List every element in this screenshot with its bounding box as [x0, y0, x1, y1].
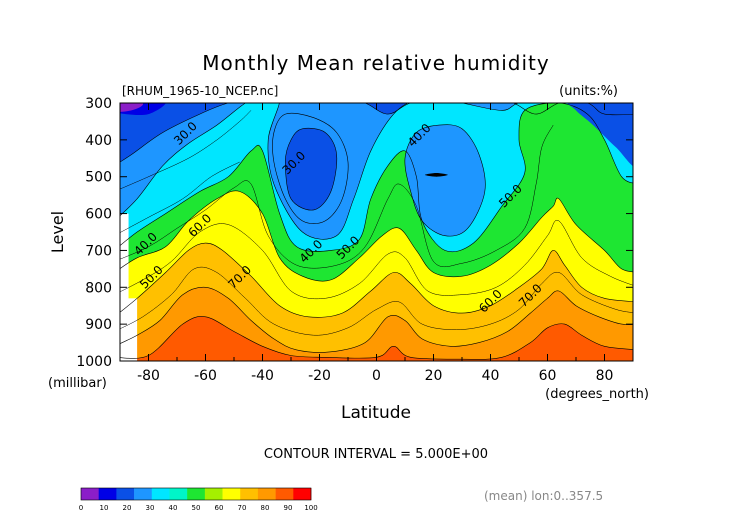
- y-tick-label-1: 400: [85, 133, 112, 149]
- colorbar-swatch-3: [134, 488, 153, 500]
- y-axis-units: (millibar): [48, 376, 107, 391]
- colorbar-tick-7: 70: [238, 504, 247, 512]
- dry-core-2: [404, 124, 486, 237]
- y-tick-label-7: 1000: [76, 354, 112, 370]
- source-file-label: [RHUM_1965-10_NCEP.nc]: [122, 84, 278, 98]
- units-label: (units:%): [559, 84, 618, 99]
- contour-fills: [120, 103, 633, 361]
- x-tick-label-0: -80: [137, 368, 160, 384]
- core-line-2: [284, 127, 338, 211]
- x-tick-label-8: 80: [596, 368, 614, 384]
- y-tick-label-4: 700: [85, 243, 112, 259]
- contour-midline-3: [120, 219, 633, 300]
- colorbar-swatch-5: [169, 488, 188, 500]
- colorbar-swatch-2: [116, 488, 135, 500]
- colorbar-tick-1: 10: [100, 504, 109, 512]
- x-tick-label-3: -20: [308, 368, 331, 384]
- contour-line-3: [120, 190, 633, 282]
- y-axis-label: Level: [48, 211, 67, 253]
- y-tick-label-5: 800: [85, 280, 112, 296]
- colorbar-tick-4: 40: [169, 504, 178, 512]
- dry-core-inner: [285, 128, 337, 211]
- colorbar-tick-9: 90: [284, 504, 293, 512]
- x-tick-label-2: -40: [251, 368, 274, 384]
- y-tick-label-6: 900: [85, 317, 112, 333]
- colorbar: 0 10 20 30 40 50 60 70 80 90 100: [79, 487, 318, 512]
- contour-midline-1: [120, 161, 240, 233]
- missing-data-strip-2: [125, 298, 138, 361]
- colorbar-swatch-10: [257, 488, 276, 500]
- y-tick-label-2: 500: [85, 170, 112, 186]
- core-line-0: [272, 112, 349, 224]
- x-tick-label-7: 60: [539, 368, 557, 384]
- y-tick-label-0: 300: [85, 96, 112, 112]
- y-tick-label-3: 600: [85, 207, 112, 223]
- colorbar-swatch-1: [98, 488, 117, 500]
- core-line-1: [404, 124, 486, 237]
- footnote: (mean) lon:0..357.5: [484, 489, 603, 503]
- contour-midline-0: [120, 110, 252, 190]
- contour-lines: [120, 103, 633, 360]
- contour-line-1: [120, 103, 633, 240]
- contour-line-5: [120, 286, 633, 353]
- x-axis-label: Latitude: [341, 403, 411, 423]
- x-tick-label-1: -60: [194, 368, 217, 384]
- fill-min: [120, 103, 144, 112]
- colorbar-swatch-11: [275, 488, 294, 500]
- fill-right-dry: [566, 103, 633, 166]
- contour-line-4: [120, 242, 633, 318]
- chart-title: Monthly Mean relative humidity: [202, 51, 549, 75]
- x-tick-label-5: 20: [425, 368, 443, 384]
- x-tick-label-4: 0: [372, 368, 381, 384]
- colorbar-swatch-9: [240, 488, 259, 500]
- colorbar-swatch-8: [222, 488, 241, 500]
- colorbar-swatch-7: [204, 488, 223, 500]
- colorbar-swatch-0: [81, 488, 99, 500]
- colorbar-tick-6: 60: [215, 504, 224, 512]
- x-axis-units: (degrees_north): [545, 387, 649, 402]
- colorbar-tick-8: 80: [261, 504, 270, 512]
- contour-interval-text: CONTOUR INTERVAL = 5.000E+00: [264, 447, 488, 462]
- fill-gt-90: [120, 316, 633, 361]
- colorbar-swatch-6: [187, 488, 206, 500]
- x-axis: -80 -60 -40 -20 0 20 40 60 80: [119, 103, 634, 384]
- contour-midline-4: [120, 266, 633, 336]
- colorbar-tick-2: 20: [123, 504, 132, 512]
- colorbar-tick-0: 0: [79, 504, 83, 512]
- colorbar-swatch-4: [151, 488, 170, 500]
- small-core: [424, 173, 448, 177]
- colorbar-tick-10: 100: [304, 504, 317, 512]
- contour-line-6: [120, 316, 633, 360]
- colorbar-swatch-12: [293, 488, 312, 500]
- colorbar-tick-3: 30: [146, 504, 155, 512]
- contour-midline-2: [120, 124, 554, 269]
- colorbar-tick-5: 50: [192, 504, 201, 512]
- y-axis: 300 400 500 600 700 800 900 1000: [76, 96, 633, 370]
- x-tick-label-6: 40: [482, 368, 500, 384]
- colorbar-frame: [80, 487, 312, 501]
